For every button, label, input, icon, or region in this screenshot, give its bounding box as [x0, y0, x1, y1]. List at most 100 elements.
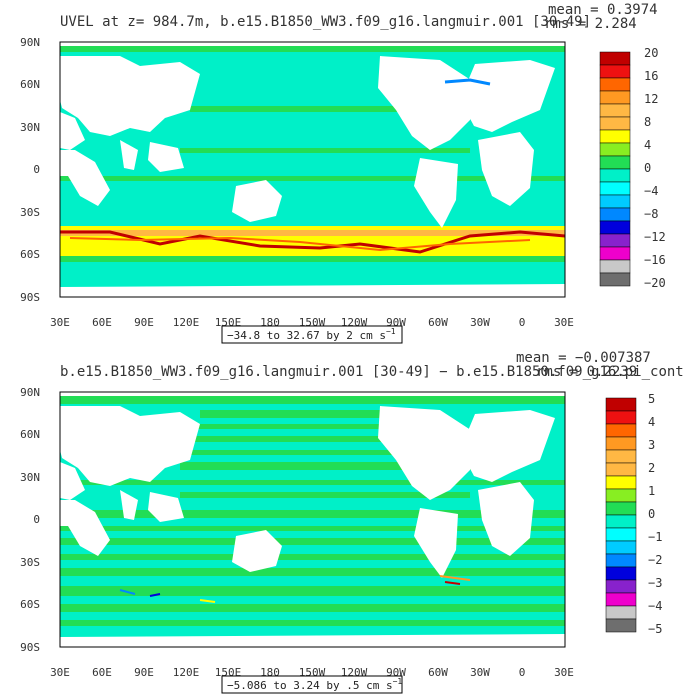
colorbar-swatch — [599, 207, 631, 222]
lat-label: 60S — [20, 248, 40, 261]
colorbar-label: −8 — [644, 207, 658, 221]
panel1-band — [60, 176, 565, 181]
lat-label: 90S — [20, 291, 40, 304]
panel1-band — [190, 106, 470, 112]
colorbar-swatch — [599, 246, 631, 261]
colorbar-swatch — [599, 129, 631, 144]
lat-label: 90N — [20, 36, 40, 49]
colorbar-swatch — [605, 527, 637, 542]
colorbar-label: −16 — [644, 253, 666, 267]
colorbar-swatch — [599, 103, 631, 118]
lat-label: 30N — [20, 121, 40, 134]
panel1-band — [60, 44, 565, 52]
svg-text:−5.086 to 3.24 by .5 cm s−1: −5.086 to 3.24 by .5 cm s−1 — [227, 677, 402, 692]
colorbar-swatch — [599, 142, 631, 157]
lon-label: 0 — [519, 666, 526, 679]
colorbar-label: 16 — [644, 69, 658, 83]
colorbar-swatch — [605, 397, 637, 412]
panel1-frame — [59, 41, 566, 298]
panel1-acc-band — [60, 230, 565, 236]
colorbar-swatch — [599, 51, 631, 66]
panel1-band — [180, 148, 470, 153]
panel2-range-label: −5.086 to 3.24 by .5 cm s — [227, 679, 393, 692]
colorbar-swatch — [599, 233, 631, 248]
lon-label: 60E — [92, 316, 112, 329]
svg-text:−34.8 to 32.67 by 2 cm s−1: −34.8 to 32.67 by 2 cm s−1 — [227, 327, 396, 342]
lat-label: 30S — [20, 556, 40, 569]
lon-label: 30E — [50, 666, 70, 679]
lat-label: 60S — [20, 598, 40, 611]
lat-label: 30N — [20, 471, 40, 484]
lat-label: 60N — [20, 78, 40, 91]
colorbar-swatch — [605, 488, 637, 503]
colorbar-label: 2 — [648, 461, 655, 475]
panel2-range-box: −5.086 to 3.24 by .5 cm s−1 — [221, 675, 403, 694]
panel1-map — [60, 42, 565, 297]
panel1-colorbar — [599, 51, 631, 287]
colorbar-label: 20 — [644, 46, 658, 60]
panel1-acc-jet — [69, 236, 531, 252]
lat-label: 60N — [20, 428, 40, 441]
colorbar-swatch — [605, 618, 637, 633]
colorbar-swatch — [599, 64, 631, 79]
colorbar-label: −3 — [648, 576, 662, 590]
colorbar-label: −4 — [648, 599, 662, 613]
panel1-lat-axis: 90N 60N 30N 0 30S 60S 90S — [20, 36, 40, 304]
colorbar-label: 12 — [644, 92, 658, 106]
lon-label: 60W — [428, 666, 448, 679]
panel1-range-exponent: −1 — [386, 327, 396, 336]
colorbar-swatch — [599, 259, 631, 274]
colorbar-label: −20 — [644, 276, 666, 290]
colorbar-label: −1 — [648, 530, 662, 544]
lon-label: 30W — [470, 316, 490, 329]
panel1-range-label: −34.8 to 32.67 by 2 cm s — [227, 329, 386, 342]
panel2: b.e15.B1850_WW3.f09_g16.langmuir.001 [30… — [20, 350, 684, 694]
lat-label: 0 — [33, 513, 40, 526]
colorbar-swatch — [599, 77, 631, 92]
colorbar-label: 8 — [644, 115, 651, 129]
panel1-land — [60, 42, 565, 297]
colorbar-label: −4 — [644, 184, 658, 198]
lon-label: 90E — [134, 316, 154, 329]
lon-label: 0 — [519, 316, 526, 329]
colorbar-label: 0 — [648, 507, 655, 521]
colorbar-swatch — [599, 168, 631, 183]
panel1-title: UVEL at z= 984.7m, b.e15.B1850_WW3.f09_g… — [60, 14, 591, 30]
colorbar-swatch — [605, 410, 637, 425]
colorbar-swatch — [599, 194, 631, 209]
lon-label: 60E — [92, 666, 112, 679]
colorbar-label: 3 — [648, 438, 655, 452]
colorbar-label: 4 — [648, 415, 655, 429]
panel2-land — [60, 392, 565, 647]
lon-label: 120E — [173, 316, 200, 329]
panel1-stat-rms: rms = 2.284 — [544, 16, 637, 32]
colorbar-swatch — [605, 436, 637, 451]
colorbar-label: 0 — [644, 161, 651, 175]
panel2-lat-axis: 90N 60N 30N 0 30S 60S 90S — [20, 386, 40, 654]
colorbar-swatch — [605, 605, 637, 620]
lon-label: 60W — [428, 316, 448, 329]
colorbar-swatch — [599, 272, 631, 287]
colorbar-swatch — [599, 155, 631, 170]
panel2-stat-rms: rms = 0.2239 — [536, 364, 637, 380]
colorbar-label: −5 — [648, 622, 662, 636]
panel1-arctic-jet — [444, 78, 491, 86]
colorbar-label: −12 — [644, 230, 666, 244]
lat-label: 30S — [20, 206, 40, 219]
lon-label: 120E — [173, 666, 200, 679]
colorbar-swatch — [605, 553, 637, 568]
panel2-range-exponent: −1 — [393, 677, 403, 686]
colorbar-swatch — [605, 566, 637, 581]
lon-label: 30E — [554, 666, 574, 679]
panel1-colorbar-labels: 20 16 12 8 4 0 −4 −8 −12 −16 −20 — [644, 46, 666, 290]
lat-label: 90N — [20, 386, 40, 399]
colorbar-swatch — [605, 592, 637, 607]
colorbar-label: 1 — [648, 484, 655, 498]
colorbar-swatch — [599, 90, 631, 105]
colorbar-swatch — [599, 220, 631, 235]
colorbar-swatch — [605, 501, 637, 516]
colorbar-swatch — [605, 540, 637, 555]
panel2-map — [60, 392, 565, 647]
colorbar-label: −2 — [648, 553, 662, 567]
colorbar-swatch — [605, 514, 637, 529]
